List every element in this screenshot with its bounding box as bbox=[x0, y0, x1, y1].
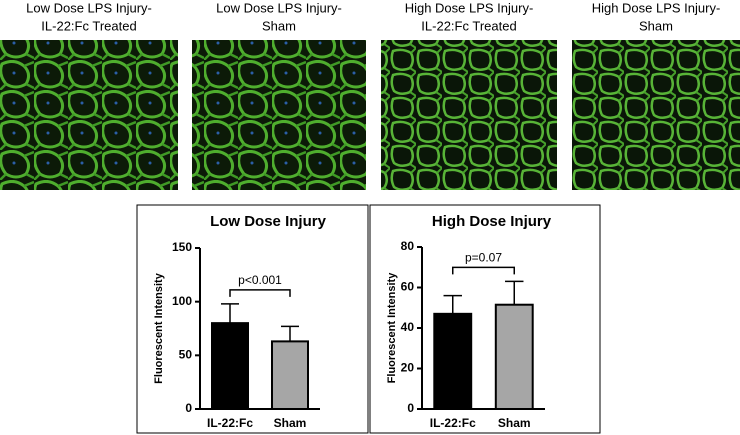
y-tick-label: 40 bbox=[401, 320, 415, 334]
x-tick-label: IL-22:Fc bbox=[430, 416, 476, 430]
bar-chart: Low Dose Injury Fluorescent Intensity 0 50 1… bbox=[136, 204, 369, 434]
bar bbox=[211, 322, 249, 410]
y-axis-label: Fluorescent Intensity bbox=[153, 272, 165, 384]
annotation: p=0.07 bbox=[465, 251, 502, 265]
micrograph bbox=[0, 40, 178, 190]
y-tick-label: 80 bbox=[401, 239, 415, 253]
micrographs bbox=[0, 40, 740, 190]
caption: High Dose LPS Injury- bbox=[405, 0, 534, 15]
y-tick-label: 100 bbox=[172, 294, 192, 308]
caption: High Dose LPS Injury- bbox=[592, 0, 721, 15]
significance-bracket bbox=[452, 266, 515, 275]
chart-frame bbox=[369, 204, 601, 434]
bar-chart: High Dose Injury Fluorescent Intensity 0 20… bbox=[369, 204, 601, 434]
y-tick-label: 20 bbox=[401, 361, 415, 375]
caption: Low Dose LPS Injury- bbox=[216, 0, 342, 15]
bar bbox=[494, 303, 534, 410]
bar bbox=[433, 312, 473, 411]
y-tick-label: 150 bbox=[172, 240, 192, 254]
caption: Sham bbox=[262, 18, 296, 33]
y-tick-label: 50 bbox=[179, 348, 193, 362]
caption: Sham bbox=[639, 18, 673, 33]
significance-bracket bbox=[229, 289, 291, 297]
chart-title: Low Dose Injury bbox=[210, 213, 327, 230]
caption: IL-22:Fc Treated bbox=[41, 18, 136, 33]
caption: Low Dose LPS Injury- bbox=[26, 0, 152, 15]
chart-frame bbox=[136, 204, 369, 434]
chart-title: High Dose Injury bbox=[432, 213, 552, 230]
micrograph bbox=[192, 40, 366, 190]
micrograph bbox=[572, 40, 740, 190]
caption: IL-22:Fc Treated bbox=[421, 18, 516, 33]
x-tick-label: IL-22:Fc bbox=[207, 416, 253, 430]
bar bbox=[271, 340, 309, 411]
micrograph bbox=[381, 40, 557, 190]
y-tick-label: 0 bbox=[407, 401, 414, 415]
x-tick-label: Sham bbox=[274, 416, 307, 430]
x-tick-label: Sham bbox=[498, 416, 531, 430]
y-tick-label: 60 bbox=[401, 280, 415, 294]
y-axis-label: Fluorescent Intensity bbox=[386, 272, 398, 384]
annotation: p<0.001 bbox=[238, 273, 282, 287]
y-tick-label: 0 bbox=[185, 401, 192, 415]
